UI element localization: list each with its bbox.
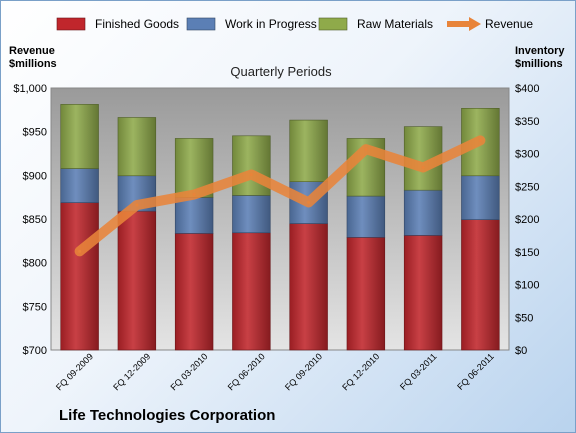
- bar-raw-materials: [117, 117, 157, 177]
- revenue-point: [307, 200, 311, 204]
- x-tick-label: FQ 06-2010: [226, 351, 267, 392]
- legend-item-raw-materials: Raw Materials: [318, 17, 433, 31]
- revenue-point: [421, 165, 425, 169]
- bar-finished-goods: [461, 219, 500, 351]
- right-axis-title-line1: Inventory: [515, 45, 565, 57]
- x-tick-label: FQ 06-2011: [455, 351, 496, 392]
- right-tick-label: $100: [515, 280, 539, 292]
- revenue-point: [135, 203, 139, 207]
- legend-swatch-finished-goods: [56, 17, 86, 31]
- legend-item-revenue: Revenue: [447, 17, 533, 31]
- right-tick-label: $50: [515, 312, 533, 324]
- left-tick-label: $800: [23, 258, 47, 270]
- right-tick-label: $0: [515, 345, 527, 357]
- x-tick-label: FQ 12-2010: [340, 351, 381, 392]
- bar-finished-goods: [117, 210, 157, 351]
- left-tick-label: $850: [23, 214, 47, 226]
- bar-work-in-progress: [174, 197, 214, 234]
- right-tick-label: $300: [515, 149, 539, 161]
- legend-label: Revenue: [485, 17, 533, 31]
- left-axis-title-line1: Revenue: [9, 45, 55, 57]
- x-tick-label: FQ 03-2011: [398, 351, 439, 392]
- revenue-point: [364, 147, 368, 151]
- bar-work-in-progress: [461, 175, 500, 220]
- chart-title: Quarterly Periods: [230, 64, 332, 79]
- bar-work-in-progress: [403, 189, 443, 236]
- revenue-point: [78, 249, 82, 253]
- right-tick-label: $200: [515, 214, 539, 226]
- revenue-line: [74, 135, 486, 257]
- legend-label: Finished Goods: [95, 17, 179, 31]
- right-tick-label: $350: [515, 116, 539, 128]
- bar-finished-goods: [403, 235, 443, 351]
- left-tick-label: $1,000: [13, 83, 47, 95]
- bar-work-in-progress: [232, 195, 271, 234]
- legend-swatch-work-in-progress: [186, 17, 216, 31]
- x-tick-label: FQ 12-2009: [111, 351, 152, 392]
- x-tick-label: FQ 03-2010: [169, 351, 210, 392]
- legend-arrow: [469, 17, 481, 31]
- left-tick-label: $900: [23, 170, 47, 182]
- bar-finished-goods: [60, 202, 99, 351]
- x-tick-label: FQ 09-2009: [54, 351, 95, 392]
- legend-item-work-in-progress: Work in Progress: [186, 17, 317, 31]
- legend-label: Raw Materials: [357, 17, 433, 31]
- revenue-point: [478, 138, 482, 142]
- left-tick-label: $950: [23, 127, 47, 139]
- bar-finished-goods: [232, 232, 271, 351]
- bar-raw-materials: [60, 104, 99, 169]
- left-tick-label: $750: [23, 301, 47, 313]
- bar-work-in-progress: [346, 195, 386, 238]
- bar-finished-goods: [289, 223, 328, 351]
- right-tick-label: $400: [515, 83, 539, 95]
- legend-swatch-raw-materials: [318, 17, 348, 31]
- bar-finished-goods: [346, 237, 386, 351]
- bar-work-in-progress: [60, 168, 99, 203]
- bar-finished-goods: [174, 233, 214, 351]
- revenue-point: [192, 193, 196, 197]
- legend-label: Work in Progress: [225, 17, 317, 31]
- left-tick-label: $700: [23, 345, 47, 357]
- right-tick-label: $250: [515, 181, 539, 193]
- right-axis-title-line2: $millions: [515, 58, 563, 70]
- left-axis-title: Revenue $millions: [9, 45, 57, 71]
- company-name: Life Technologies Corporation: [59, 407, 276, 424]
- bar-raw-materials: [289, 119, 328, 182]
- left-axis-title-line2: $millions: [9, 58, 57, 70]
- right-tick-label: $150: [515, 247, 539, 259]
- right-axis-title: Inventory $millions: [515, 45, 565, 71]
- legend-item-finished-goods: Finished Goods: [56, 17, 179, 31]
- revenue-point: [249, 172, 253, 176]
- x-tick-label: FQ 09-2010: [283, 351, 324, 392]
